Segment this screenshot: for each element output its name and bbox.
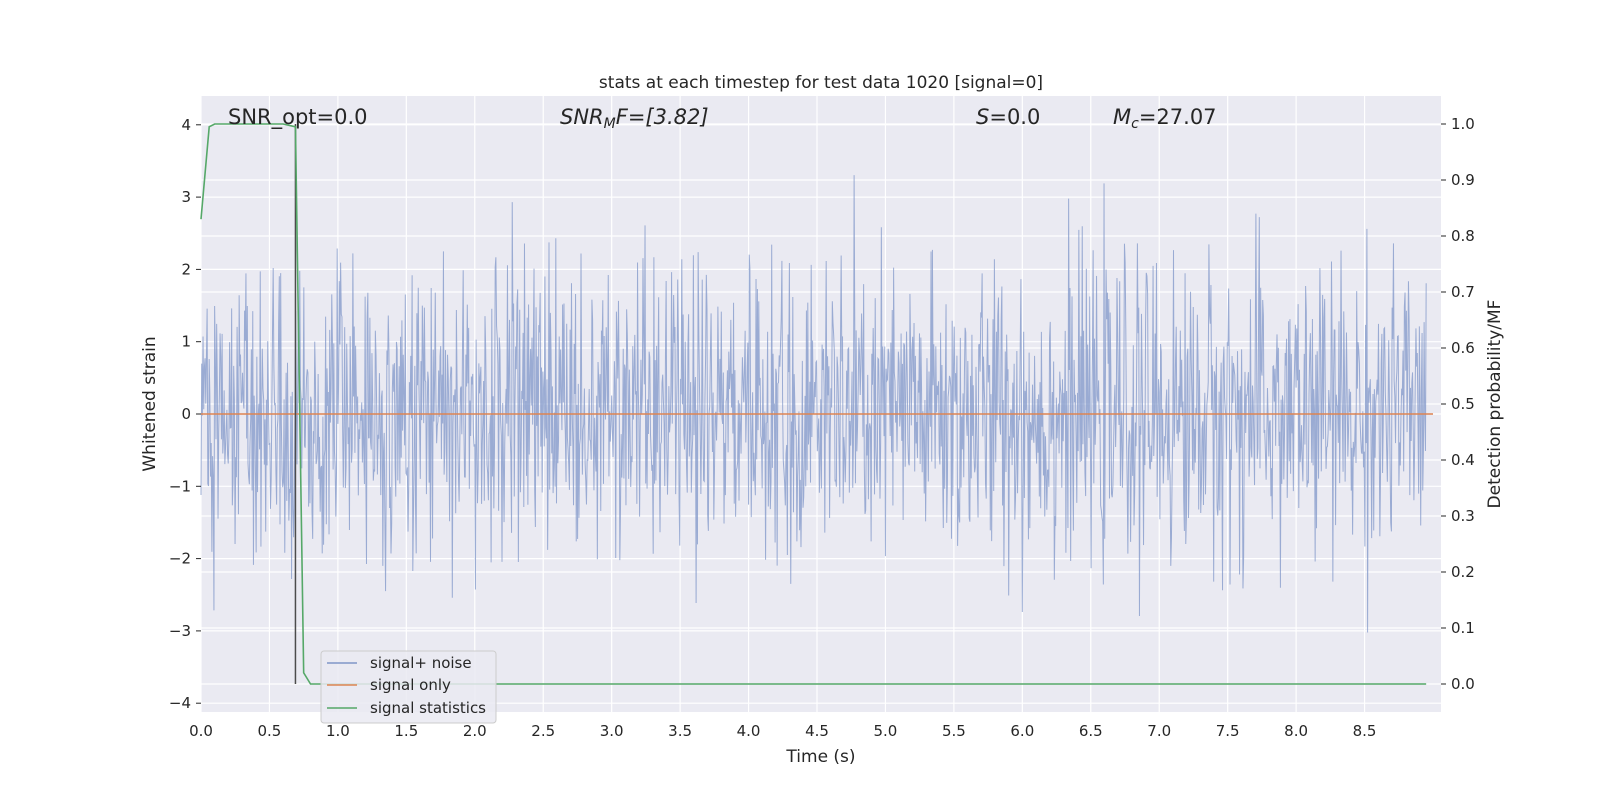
signal-statistics-line (200, 123, 1427, 685)
x-tick-label: 0.0 (189, 722, 213, 740)
y2-tick-label: 0.4 (1451, 451, 1475, 469)
x-tick-label: 4.0 (737, 722, 761, 740)
y-axis-label: Whitened strain (140, 336, 160, 471)
y-tick-label: −1 (169, 477, 191, 495)
mc-annotation: Mc=27.07 (1113, 105, 1217, 132)
y2-tick-label: 0.1 (1451, 619, 1475, 637)
x-tick-label: 8.5 (1353, 722, 1377, 740)
y2-tick-label: 0.8 (1451, 227, 1475, 245)
y-tick-label: 1 (181, 333, 191, 351)
y2-axis-label: Detection probability/MF (1485, 300, 1505, 509)
s-annotation: S=0.0 (976, 105, 1040, 129)
legend-label-signal-statistics: signal statistics (370, 699, 486, 717)
y2-tick-label: 1.0 (1451, 115, 1475, 133)
axis-ticks: 0.0 0.5 1.0 1.5 2.0 2.5 3.0 3.5 4.0 4.5 5.0 5.5 6.0 6… (169, 115, 1475, 740)
x-tick-label: 6.5 (1079, 722, 1103, 740)
x-tick-label: 7.5 (1216, 722, 1240, 740)
x-tick-label: 5.0 (874, 722, 898, 740)
legend-label-signal-only: signal only (370, 676, 451, 694)
y2-tick-label: 0.7 (1451, 283, 1475, 301)
x-tick-label: 2.5 (531, 722, 555, 740)
y2-tick-label: 0.6 (1451, 339, 1475, 357)
y2-tick-label: 0.5 (1451, 395, 1475, 413)
snr-opt-annotation: SNR_opt=0.0 (228, 105, 368, 130)
y-tick-label: −2 (169, 550, 191, 568)
overlay-series (200, 123, 1433, 685)
x-tick-label: 1.0 (326, 722, 350, 740)
x-tick-label: 1.5 (394, 722, 418, 740)
x-tick-label: 3.5 (668, 722, 692, 740)
x-tick-label: 6.0 (1010, 722, 1034, 740)
x-tick-label: 3.0 (600, 722, 624, 740)
y-tick-label: 2 (181, 260, 191, 278)
x-tick-label: 4.5 (805, 722, 829, 740)
y2-tick-label: 0.9 (1451, 171, 1475, 189)
snr-mf-annotation: SNRMF=[3.82] (560, 105, 709, 132)
x-tick-label: 5.5 (942, 722, 966, 740)
x-tick-label: 7.0 (1147, 722, 1171, 740)
legend: signal+ noise signal only signal statist… (320, 650, 497, 724)
legend-box (320, 650, 497, 724)
x-axis-label: Time (s) (785, 747, 855, 767)
x-tick-label: 8.0 (1284, 722, 1308, 740)
y-tick-label: −3 (169, 622, 191, 640)
y2-tick-label: 0.3 (1451, 507, 1475, 525)
y-tick-label: 0 (181, 405, 191, 423)
y2-tick-label: 0.2 (1451, 563, 1475, 581)
legend-label-signal-noise: signal+ noise (370, 654, 472, 672)
x-tick-label: 0.5 (258, 722, 282, 740)
y-tick-label: 4 (181, 116, 191, 134)
y2-tick-label: 0.0 (1451, 675, 1475, 693)
chart-title: stats at each timestep for test data 102… (599, 73, 1043, 93)
y-tick-label: 3 (181, 188, 191, 206)
y-tick-label: −4 (169, 694, 191, 712)
x-tick-label: 2.0 (463, 722, 487, 740)
